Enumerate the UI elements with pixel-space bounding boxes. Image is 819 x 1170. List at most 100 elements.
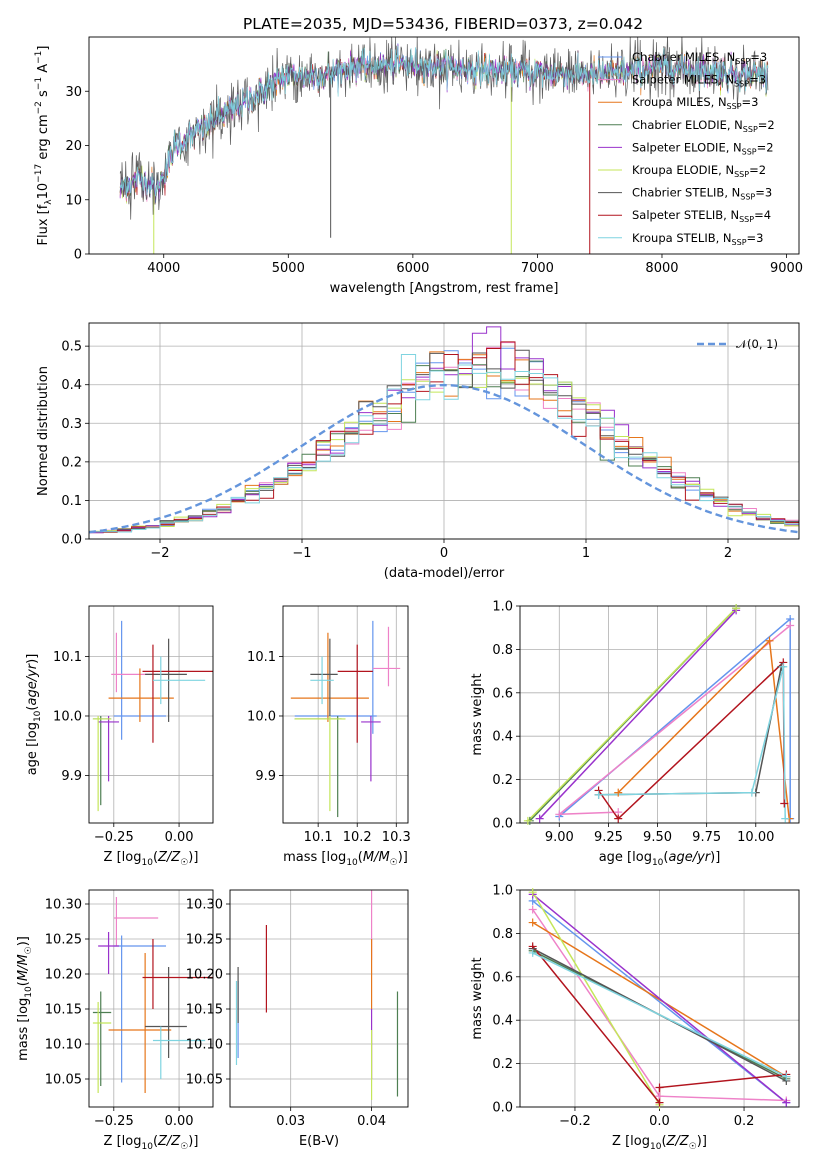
x-tick-label: 9.25 bbox=[594, 830, 623, 845]
x-tick-label: 0.03 bbox=[276, 1114, 305, 1129]
panel-spectrum: 4000 5000 6000 7000 8000 9000 0 10 20 30 wavelengt… bbox=[34, 36, 803, 296]
y-tick-label: 0 bbox=[74, 248, 82, 263]
y-tick-label: 0.1 bbox=[61, 494, 82, 509]
panel-mass_vs_ebv: 0.03 0.04 10.05 10.10 10.15 10.20 10.25 10.30 E(… bbox=[186, 889, 409, 1149]
label-part: ☉ bbox=[180, 858, 188, 868]
label-part: 10 bbox=[346, 858, 358, 868]
y-tick-label: 0.6 bbox=[492, 970, 513, 985]
weight-marker-salpeter-stelib bbox=[655, 1083, 664, 1092]
x-tick-label: −1 bbox=[292, 546, 311, 561]
weight-marker-kroupa-stelib bbox=[747, 788, 756, 797]
weight-marker-kroupa-miles bbox=[765, 636, 774, 645]
axes-frame bbox=[519, 605, 800, 824]
label-part: =3 bbox=[747, 231, 764, 245]
label-part: SSP bbox=[739, 215, 754, 224]
weight-line-chabrier-miles bbox=[532, 900, 787, 1104]
label-part: ( bbox=[358, 850, 363, 865]
weight-marker-kroupa-stelib bbox=[782, 1072, 791, 1081]
x-tick-label: 7000 bbox=[521, 261, 554, 276]
label-part: )] bbox=[188, 1134, 198, 1149]
label-part: =3 bbox=[742, 95, 759, 109]
label-part: 10 bbox=[141, 1142, 153, 1152]
y-tick-label: 0.0 bbox=[492, 817, 513, 832]
label-part: SSP bbox=[732, 238, 747, 247]
label-part: Salpeter STELIB, N bbox=[632, 208, 739, 222]
x-axis-label: wavelength [Angstrom, rest frame] bbox=[330, 281, 559, 296]
y-tick-label: 0.4 bbox=[492, 730, 513, 745]
y-tick-label: 0.2 bbox=[61, 455, 82, 470]
x-tick-label: 4000 bbox=[147, 261, 180, 276]
y-tick-label: 1.0 bbox=[492, 600, 513, 615]
y-tick-label: 10.15 bbox=[45, 1003, 82, 1018]
label-part: −1 bbox=[34, 51, 44, 64]
x-tick-label: 0.00 bbox=[165, 1114, 194, 1129]
x-tick-label: 10.3 bbox=[382, 830, 411, 845]
y-tick-label: 0.4 bbox=[492, 1014, 513, 1029]
x-tick-label: 9000 bbox=[770, 261, 803, 276]
y-tick-label: 0.6 bbox=[492, 686, 513, 701]
label-part: age [log bbox=[25, 722, 40, 775]
plot-layer: 4000 5000 6000 7000 8000 90000102030wavelengt… bbox=[16, 36, 803, 1152]
weight-marker-salpeter-elodie bbox=[782, 1098, 791, 1107]
label-part: ( bbox=[661, 1134, 666, 1149]
x-tick-label: −0.25 bbox=[94, 830, 134, 845]
legend-label-kroupa-elodie: Kroupa ELODIE, NSSP=2 bbox=[632, 163, 766, 179]
label-part: )] bbox=[16, 936, 31, 946]
x-tick-label: 10.2 bbox=[343, 830, 372, 845]
label-part: ( bbox=[16, 981, 31, 986]
y-axis-label: Normed distribution bbox=[36, 366, 51, 496]
plot-area-spectrum bbox=[119, 37, 769, 254]
y-tick-label: 10.15 bbox=[186, 1003, 223, 1018]
weight-marker-salpeter-stelib bbox=[614, 814, 623, 823]
y-tick-label: 9.9 bbox=[61, 769, 82, 784]
label-part: λ bbox=[44, 199, 54, 205]
label-part: Kroupa MILES, N bbox=[632, 95, 727, 109]
label-part: =2 bbox=[757, 140, 774, 154]
x-tick-label: −0.25 bbox=[94, 1114, 134, 1129]
weight-line-kroupa-stelib bbox=[532, 952, 787, 1078]
label-part: ] bbox=[36, 46, 51, 51]
y-tick-label: 0.4 bbox=[61, 378, 82, 393]
label-part: Chabrier ELODIE, N bbox=[632, 118, 743, 132]
weight-marker-salpeter-miles bbox=[528, 905, 537, 914]
legend-label-kroupa-miles: Kroupa MILES, NSSP=3 bbox=[632, 95, 758, 111]
x-tick-label: 0.00 bbox=[165, 830, 194, 845]
y-tick-label: 10 bbox=[65, 193, 82, 208]
label-part: SSP bbox=[743, 125, 758, 134]
y-tick-label: 20 bbox=[65, 139, 82, 154]
label-part: age/yr bbox=[25, 662, 40, 705]
x-tick-label: 0.04 bbox=[357, 1114, 386, 1129]
plot-area-residuals bbox=[89, 326, 799, 539]
plot-area-mass_vs_ebv bbox=[235, 890, 399, 1100]
weight-line-kroupa-miles bbox=[532, 921, 787, 1078]
label-part: Kroupa STELIB, N bbox=[632, 231, 732, 245]
legend-label-salpeter-stelib: Salpeter STELIB, NSSP=4 bbox=[632, 208, 771, 224]
label-part: ( bbox=[153, 850, 158, 865]
legend-label-chabrier-stelib: Chabrier STELIB, NSSP=3 bbox=[632, 186, 772, 202]
axes-frame bbox=[88, 36, 800, 255]
weight-line-salpeter-elodie bbox=[532, 893, 787, 1104]
label-part: Z [log bbox=[104, 1134, 142, 1149]
label-part: Z [log bbox=[612, 1134, 650, 1149]
label-part: Flux [f bbox=[36, 204, 51, 245]
label-part: Chabrier STELIB, N bbox=[632, 186, 740, 200]
x-axis-label: E(B-V) bbox=[299, 1134, 339, 1149]
label-part: Z/Z bbox=[157, 850, 181, 865]
label-part: 10 bbox=[650, 1142, 662, 1152]
x-tick-label: −0.2 bbox=[559, 1114, 591, 1129]
label-part: =3 bbox=[750, 50, 767, 64]
label-part: =2 bbox=[758, 118, 775, 132]
label-part: SSP bbox=[727, 102, 742, 111]
y-tick-label: 0.8 bbox=[492, 643, 513, 658]
x-axis-label: Z [log10(Z/Z☉)] bbox=[612, 1134, 707, 1152]
weight-line-kroupa-elodie bbox=[527, 607, 737, 822]
y-tick-label: 0.0 bbox=[61, 533, 82, 548]
legend-label-chabrier-miles: Chabrier MILES, NSSP=3 bbox=[632, 50, 767, 66]
x-axis-label: Z [log10(Z/Z☉)] bbox=[104, 850, 199, 868]
label-part: =3 bbox=[755, 186, 772, 200]
label-part: ☉ bbox=[24, 946, 34, 954]
label-part: SSP bbox=[740, 193, 755, 202]
y-tick-label: 10.25 bbox=[186, 933, 223, 948]
label-part: )] bbox=[398, 850, 408, 865]
